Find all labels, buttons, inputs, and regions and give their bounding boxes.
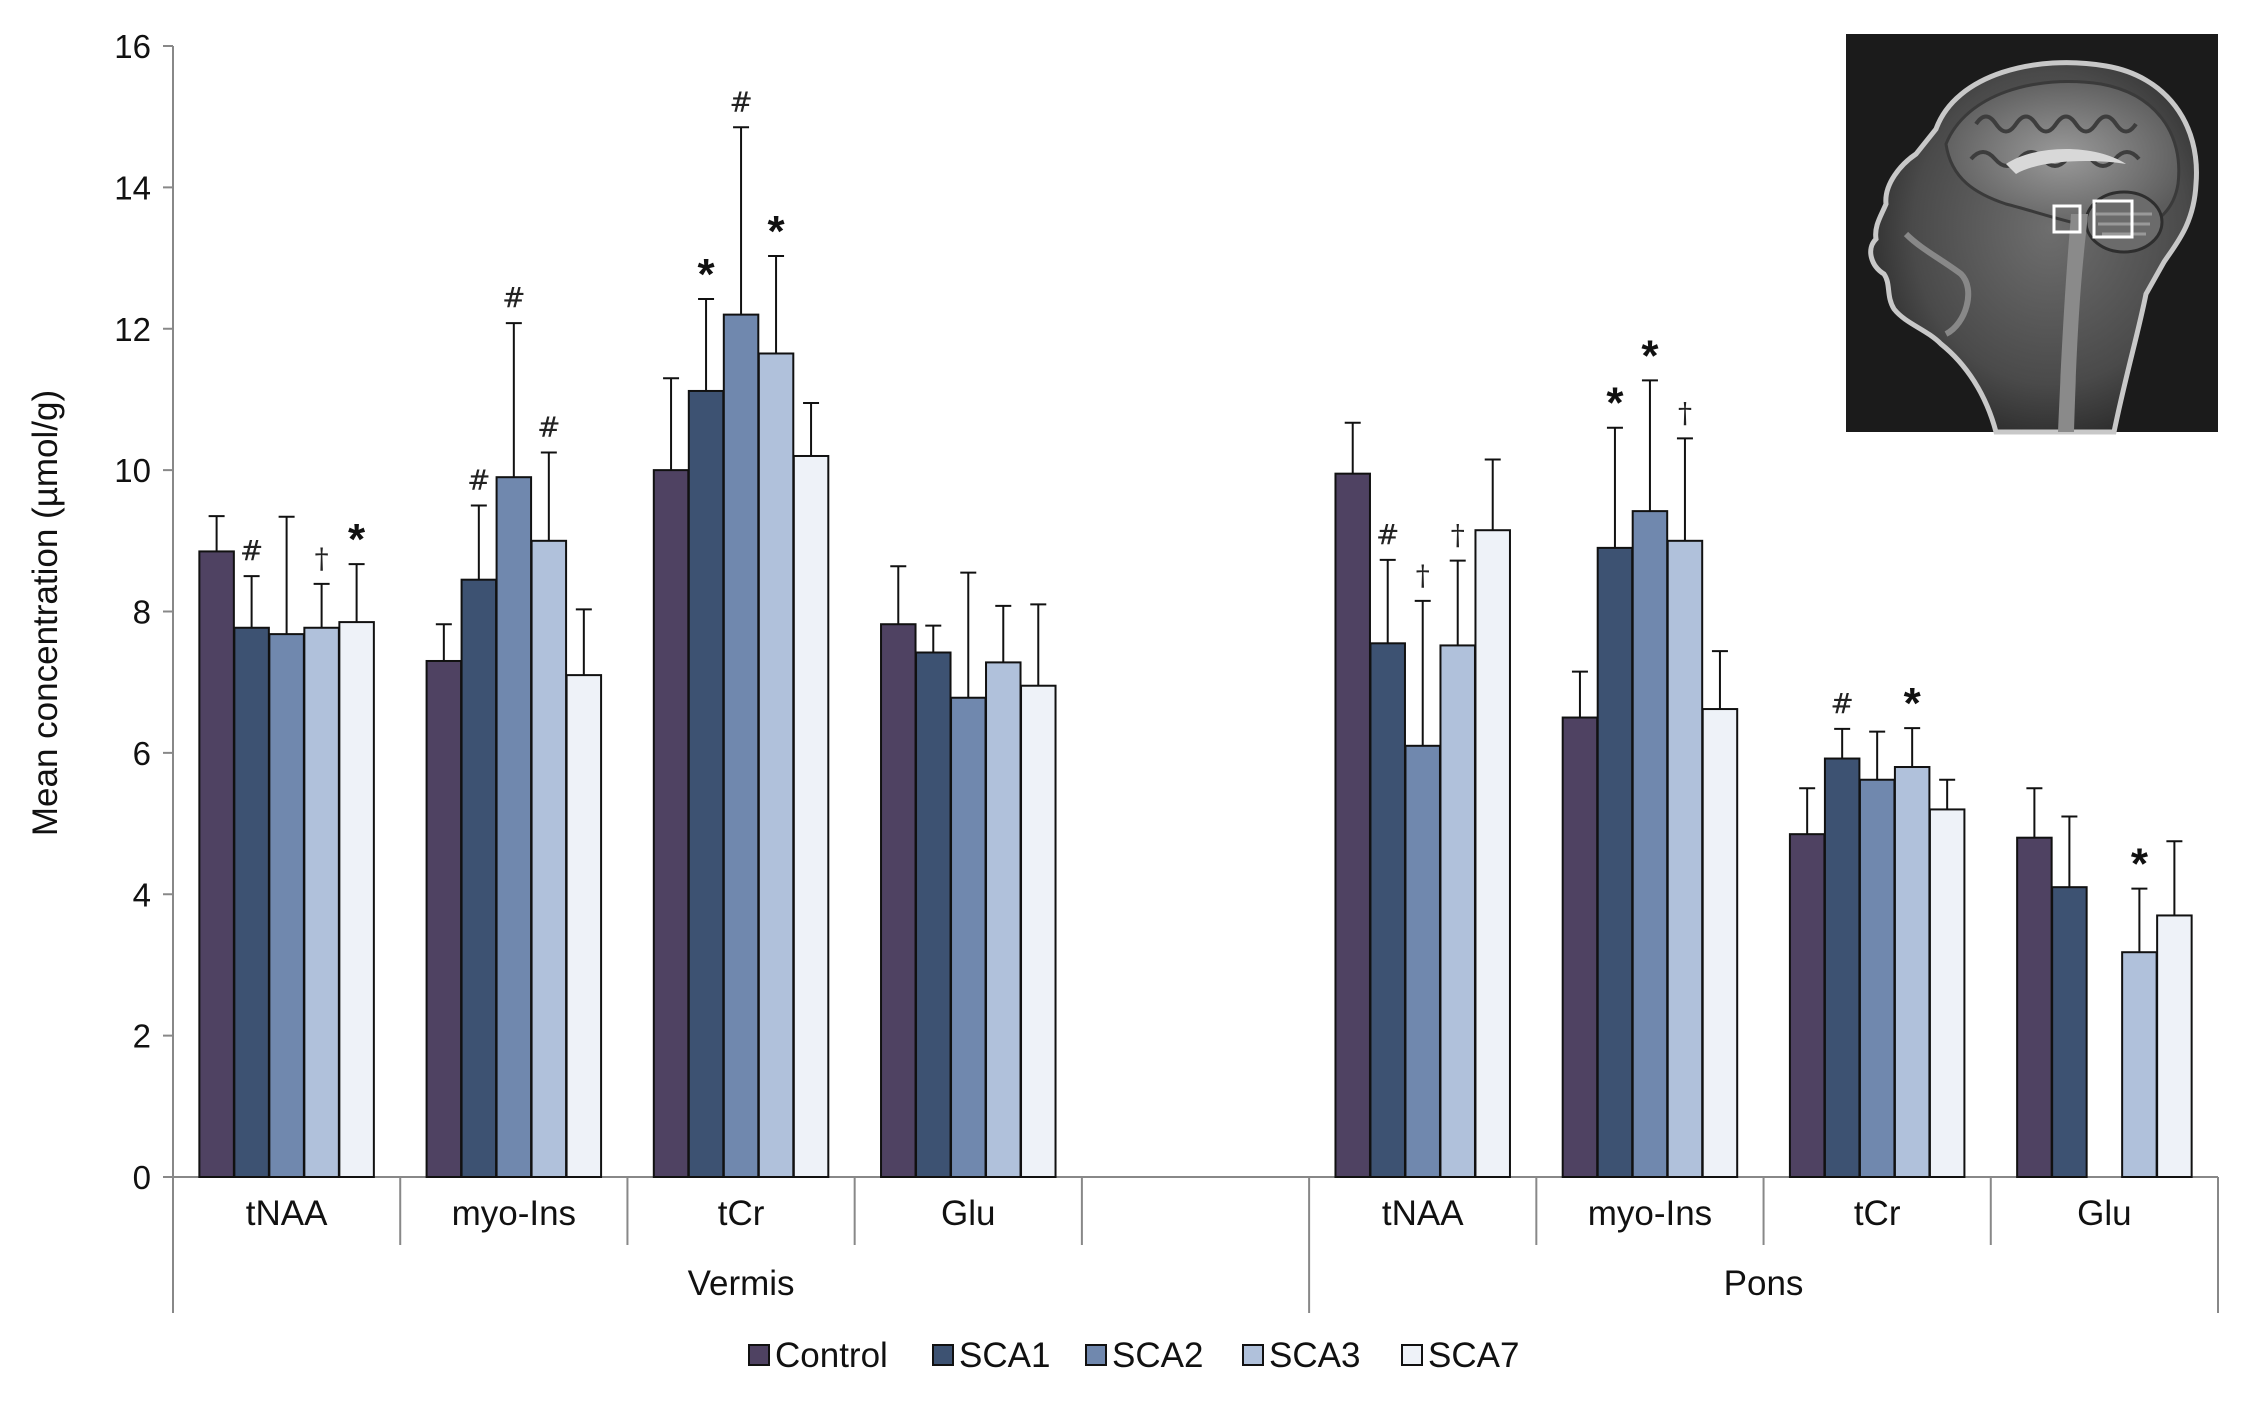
y-tick-label: 14 (114, 169, 151, 206)
significance-marker: # (1830, 687, 1853, 720)
bar (1631, 510, 1669, 1178)
bars (198, 313, 2193, 1179)
significance-marker: # (240, 534, 263, 567)
bar (1701, 708, 1739, 1179)
significance-marker: * (348, 515, 366, 564)
x-axis-labels: tNAA myo-Ins tCr Glu tNAA myo-Ins tCr Glu Vermis… (172, 1177, 2219, 1313)
legend-swatch (1401, 1344, 1423, 1366)
significance-marker: † (1416, 559, 1430, 592)
significance-marker: † (315, 542, 329, 575)
significance-marker: # (467, 463, 490, 496)
bar (1788, 833, 1826, 1179)
significance-marker: † (1678, 396, 1692, 429)
significance-marker: # (1376, 518, 1399, 551)
bar (338, 621, 375, 1178)
y-axis-label: Mean concentration (µmol/g) (26, 390, 65, 836)
bar (2121, 951, 2158, 1178)
legend-label: SCA2 (1112, 1336, 1203, 1375)
bar (757, 352, 795, 1179)
bar (233, 626, 270, 1178)
significance-marker: * (2131, 840, 2149, 889)
bar (198, 550, 235, 1178)
legend-label: SCA7 (1428, 1336, 1519, 1375)
category-label: myo-Ins (1588, 1194, 1712, 1233)
bar (1474, 529, 1511, 1178)
bar (722, 313, 760, 1178)
bar (1823, 757, 1861, 1179)
significance-marker: # (502, 281, 525, 314)
bar (1858, 778, 1896, 1179)
significance-marker: * (1606, 379, 1624, 428)
bar (1561, 716, 1599, 1178)
bar (687, 389, 725, 1178)
bar (1020, 684, 1057, 1178)
bar (2156, 914, 2193, 1178)
bar (1369, 642, 1406, 1178)
y-tick-label: 12 (114, 311, 151, 348)
legend: Control SCA1 SCA2 SCA3 SCA7 (748, 1336, 1519, 1375)
bar (460, 578, 498, 1178)
significance-marker: # (537, 410, 560, 443)
bar (792, 454, 830, 1178)
significance-marker: * (1641, 331, 1659, 380)
bar (2051, 886, 2088, 1179)
legend-swatch (1242, 1344, 1264, 1366)
significance-marker: * (697, 250, 715, 299)
y-tick-label: 4 (133, 876, 151, 913)
significance-annotations: # # * # * # # # † * † # * † † * * * (240, 85, 2149, 888)
bar (495, 476, 533, 1179)
bar (1439, 644, 1476, 1178)
bar (425, 659, 463, 1178)
bar (652, 469, 690, 1178)
bar (1928, 808, 1966, 1178)
legend-label: Control (775, 1336, 888, 1375)
category-label: Glu (941, 1194, 995, 1233)
category-label: myo-Ins (452, 1194, 576, 1233)
category-label: tNAA (246, 1194, 328, 1233)
bar (530, 539, 568, 1178)
bar (950, 696, 987, 1179)
significance-marker: * (767, 207, 785, 256)
bar (915, 651, 952, 1178)
significance-marker: † (1451, 519, 1465, 552)
category-label: Glu (2077, 1194, 2131, 1233)
bar (303, 626, 340, 1178)
bar (268, 633, 305, 1178)
legend-label: SCA1 (959, 1336, 1050, 1375)
bar (1893, 766, 1931, 1178)
legend-swatch (748, 1344, 770, 1366)
bar (1334, 472, 1371, 1178)
bar (1596, 546, 1634, 1178)
y-tick-label: 6 (133, 735, 151, 772)
y-tick-label: 0 (133, 1159, 151, 1196)
y-tick-label: 10 (114, 452, 151, 489)
bar (565, 674, 603, 1179)
bar (1666, 539, 1704, 1178)
error-bars (208, 126, 2183, 953)
legend-swatch (932, 1344, 954, 1366)
group-label: Pons (1724, 1264, 1804, 1303)
category-label: tCr (718, 1194, 765, 1233)
mri-inset-image (1846, 34, 2218, 435)
bar (985, 661, 1022, 1178)
legend-label: SCA3 (1269, 1336, 1360, 1375)
y-tick-label: 8 (133, 594, 151, 631)
bar (880, 623, 917, 1178)
y-tick-label: 16 (114, 28, 151, 65)
category-label: tCr (1854, 1194, 1901, 1233)
group-label: Vermis (688, 1264, 795, 1303)
category-label: tNAA (1382, 1194, 1464, 1233)
legend-swatch (1085, 1344, 1107, 1366)
bar (1404, 744, 1441, 1179)
y-tick-label: 2 (133, 1018, 151, 1055)
significance-marker: * (1904, 679, 1922, 728)
bar (2016, 836, 2053, 1178)
significance-marker: # (729, 85, 752, 118)
